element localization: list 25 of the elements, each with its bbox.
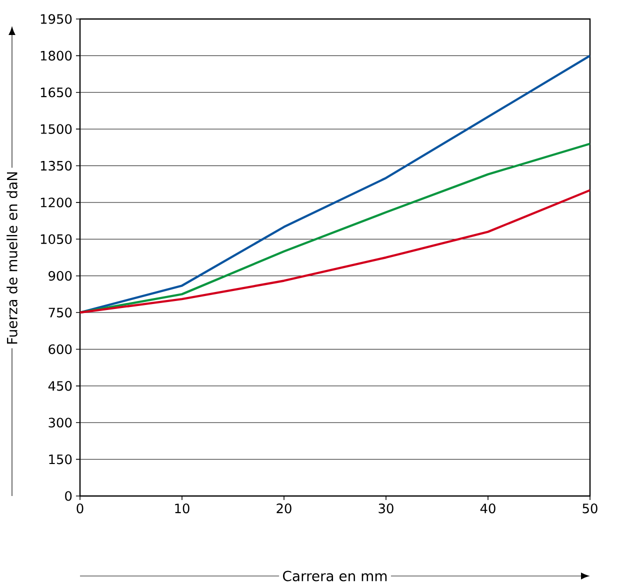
y-tick-label: 1500 xyxy=(40,124,72,134)
line-series xyxy=(80,142,590,314)
y-tick-label: 750 xyxy=(48,308,72,318)
y-tick-label: 0 xyxy=(65,491,72,501)
y-tick-label: 1050 xyxy=(40,234,72,244)
x-tick-label: 0 xyxy=(76,504,84,514)
x-tick-label: 40 xyxy=(480,504,496,514)
y-tick-label: 1350 xyxy=(40,160,72,171)
x-tick-label: 10 xyxy=(175,504,190,514)
y-tick-label: 1650 xyxy=(40,87,72,98)
y-tick-label: 1950 xyxy=(40,14,72,24)
x-tick-label: 30 xyxy=(378,504,394,514)
y-tick-label: 300 xyxy=(48,418,72,428)
y-tick-label: 900 xyxy=(48,270,72,281)
x-tick-label: 20 xyxy=(276,504,292,514)
line-series xyxy=(80,54,590,314)
y-tick-label: 450 xyxy=(48,381,72,391)
y-tick-label: 150 xyxy=(49,454,72,464)
y-tick-label: 600 xyxy=(48,344,72,354)
y-axis-title: Fuerza de muelle en daN xyxy=(6,172,18,344)
y-tick-label: 1800 xyxy=(40,50,72,61)
x-axis-title: Carrera en mm xyxy=(283,570,387,582)
line-series xyxy=(80,189,590,314)
x-tick-label: 50 xyxy=(582,504,598,514)
y-tick-label: 1200 xyxy=(40,198,72,208)
